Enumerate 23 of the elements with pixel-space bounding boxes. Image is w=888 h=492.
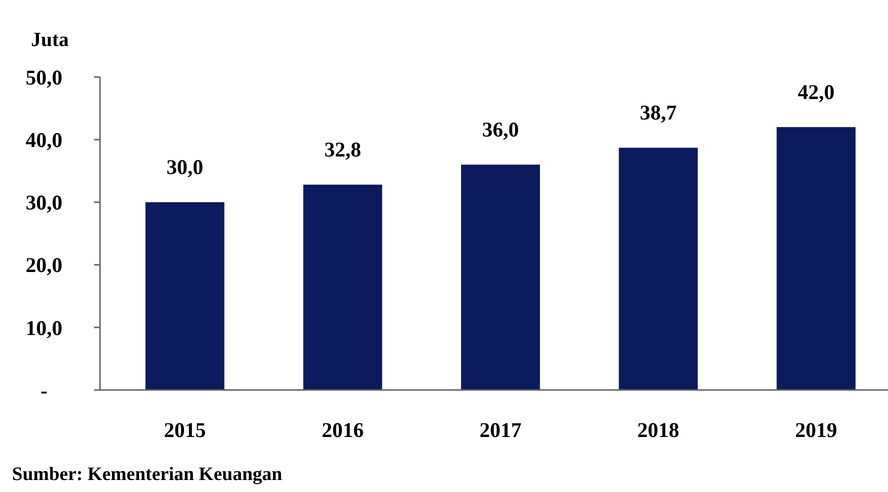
bar	[618, 148, 698, 390]
x-tick-label: 2017	[480, 418, 522, 442]
data-label: 36,0	[482, 118, 519, 142]
y-tick-label: -	[40, 378, 48, 402]
y-tick-label: 30,0	[26, 190, 62, 215]
y-tick-label: 40,0	[26, 128, 62, 152]
x-tick-label: 2019	[795, 418, 838, 442]
data-label: 38,7	[640, 100, 677, 125]
data-label: 32,8	[324, 138, 362, 162]
x-tick-label: 2018	[637, 418, 680, 442]
x-tick-label: 2016	[322, 418, 364, 442]
data-label: 42,0	[798, 80, 834, 104]
data-label: 30,0	[166, 155, 204, 180]
bar	[303, 184, 382, 390]
bar	[776, 127, 856, 390]
y-tick-label: 50,0	[26, 65, 62, 90]
x-tick-label: 2015	[164, 418, 206, 442]
y-tick-label: 20,0	[26, 253, 62, 278]
y-axis-title: Juta	[31, 29, 69, 51]
text: Sumber: Kementerian Keuangan	[12, 464, 283, 485]
bar	[461, 164, 540, 390]
bar	[145, 202, 224, 390]
y-tick-label: 10,0	[26, 316, 62, 340]
